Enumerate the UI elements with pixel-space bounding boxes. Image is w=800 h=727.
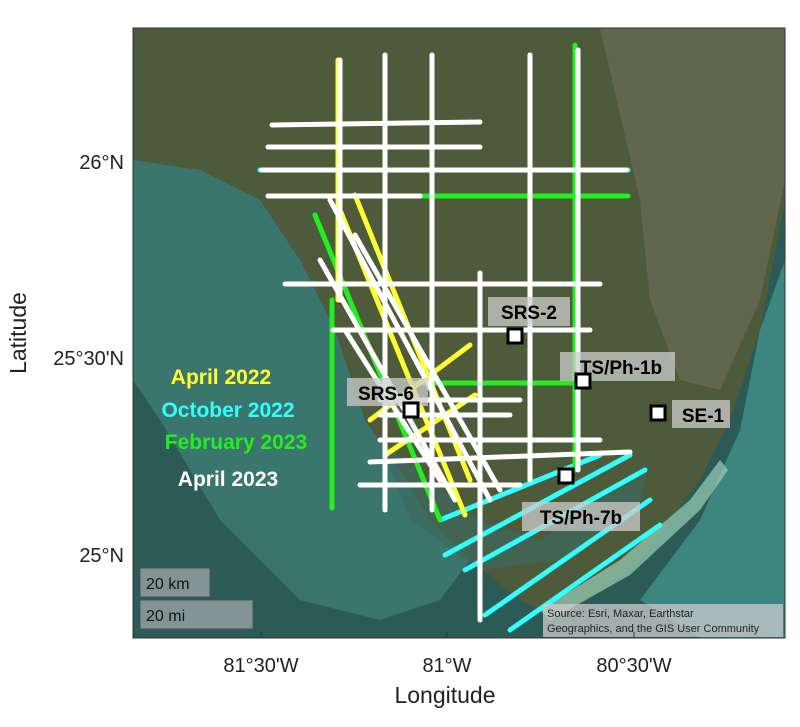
scale-label: 20 mi bbox=[146, 608, 185, 625]
x-tick-label: 80°30'W bbox=[596, 655, 671, 677]
y-tick-label: 25°30'N bbox=[53, 348, 124, 370]
flight-lines bbox=[257, 42, 663, 633]
x-tick-label: 81°30'W bbox=[223, 655, 298, 677]
legend: April 2022 October 2022 February 2023 Ap… bbox=[161, 366, 307, 491]
legend-entry: April 2022 bbox=[171, 366, 271, 389]
y-axis-label: Latitude bbox=[5, 292, 31, 374]
x-tick-label: 81°W bbox=[422, 655, 471, 677]
stations: SRS-2 TS/Ph-1b SRS-6 SE-1 TS/Ph-7b bbox=[347, 297, 730, 531]
scale-label: 20 km bbox=[146, 576, 190, 593]
station-label: SRS-2 bbox=[501, 303, 557, 324]
y-tick-label: 26°N bbox=[79, 152, 124, 174]
station-label: SRS-6 bbox=[358, 384, 414, 405]
legend-entry: October 2022 bbox=[161, 399, 294, 422]
station-marker bbox=[506, 327, 524, 345]
attribution-text: Source: Esri, Maxar, Earthstar bbox=[547, 608, 694, 620]
station-marker bbox=[402, 401, 420, 419]
attribution: Source: Esri, Maxar, Earthstar Geographi… bbox=[543, 604, 783, 637]
station-marker bbox=[574, 372, 592, 390]
station-label: SE-1 bbox=[682, 406, 725, 427]
x-axis-label: Longitude bbox=[394, 682, 495, 708]
legend-entry: February 2023 bbox=[165, 431, 307, 454]
station-label: TS/Ph-1b bbox=[580, 358, 662, 379]
scale-bars: 20 km 20 mi bbox=[139, 567, 254, 630]
station-marker bbox=[557, 467, 575, 485]
attribution-text: Geographics, and the GIS User Community bbox=[547, 623, 760, 635]
map-frame bbox=[132, 27, 786, 639]
y-tick-label: 25°N bbox=[79, 545, 124, 567]
station-marker bbox=[649, 404, 667, 422]
legend-entry: April 2023 bbox=[178, 468, 278, 491]
station-label: TS/Ph-7b bbox=[540, 508, 622, 529]
